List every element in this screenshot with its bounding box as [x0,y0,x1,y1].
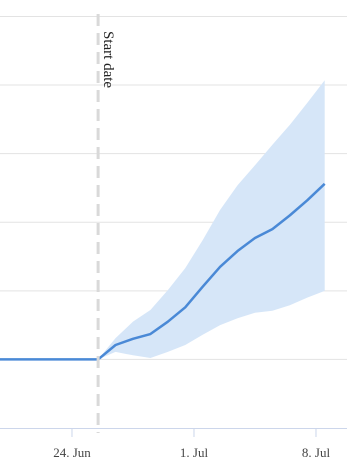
x-tick-label: 1. Jul [180,445,209,460]
confidence-band [98,80,325,360]
x-tick-label: 8. Jul [302,445,331,460]
x-tick-label: 24. Jun [53,445,91,460]
start-date-label: Start date [100,31,116,88]
line [0,182,326,361]
